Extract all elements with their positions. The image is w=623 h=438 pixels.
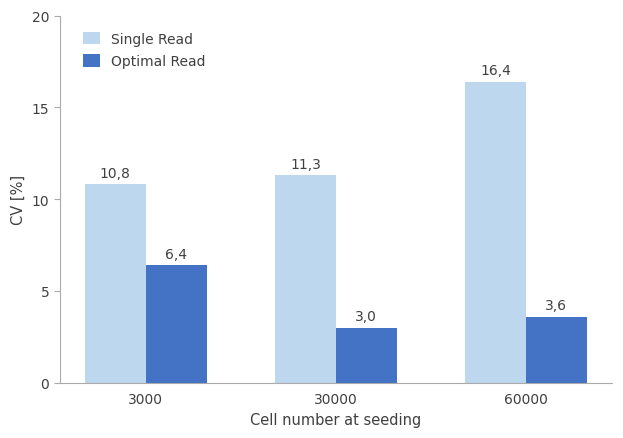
X-axis label: Cell number at seeding: Cell number at seeding [250,412,421,427]
Bar [146,265,206,383]
Bar [275,176,336,383]
Text: 11,3: 11,3 [290,157,321,171]
Text: 3,0: 3,0 [355,309,377,323]
Bar [526,317,587,383]
Y-axis label: CV [%]: CV [%] [11,175,26,225]
Text: 6,4: 6,4 [165,247,187,261]
Bar [85,185,146,383]
Text: 16,4: 16,4 [480,64,511,78]
Text: 10,8: 10,8 [100,166,131,180]
Text: 3,6: 3,6 [545,298,568,312]
Legend: Single Read, Optimal Read: Single Read, Optimal Read [78,27,211,74]
Bar [465,82,526,383]
Bar [336,328,397,383]
